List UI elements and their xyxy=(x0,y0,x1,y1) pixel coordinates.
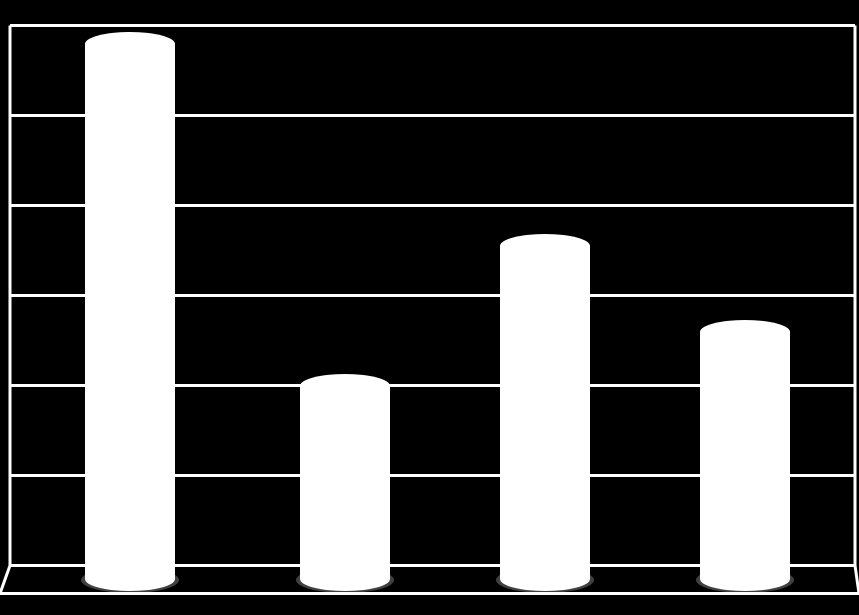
bar xyxy=(300,386,390,580)
bar-top-cap xyxy=(500,234,590,258)
bar-bottom-cap xyxy=(300,567,390,591)
gridline xyxy=(10,24,855,27)
bar xyxy=(700,332,790,580)
y-axis-line xyxy=(9,25,12,565)
bar-bottom-cap xyxy=(700,567,790,591)
chart-canvas xyxy=(0,0,859,615)
floor-left-diagonal xyxy=(0,564,11,593)
floor-right-diagonal xyxy=(854,565,859,593)
right-wall-edge xyxy=(854,25,857,565)
bar xyxy=(500,246,590,579)
bar-top-cap xyxy=(700,320,790,344)
bar-bottom-cap xyxy=(500,567,590,591)
bar-bottom-cap xyxy=(85,567,175,591)
bar-top-cap xyxy=(300,374,390,398)
bar xyxy=(85,44,175,580)
bar-top-cap xyxy=(85,32,175,56)
